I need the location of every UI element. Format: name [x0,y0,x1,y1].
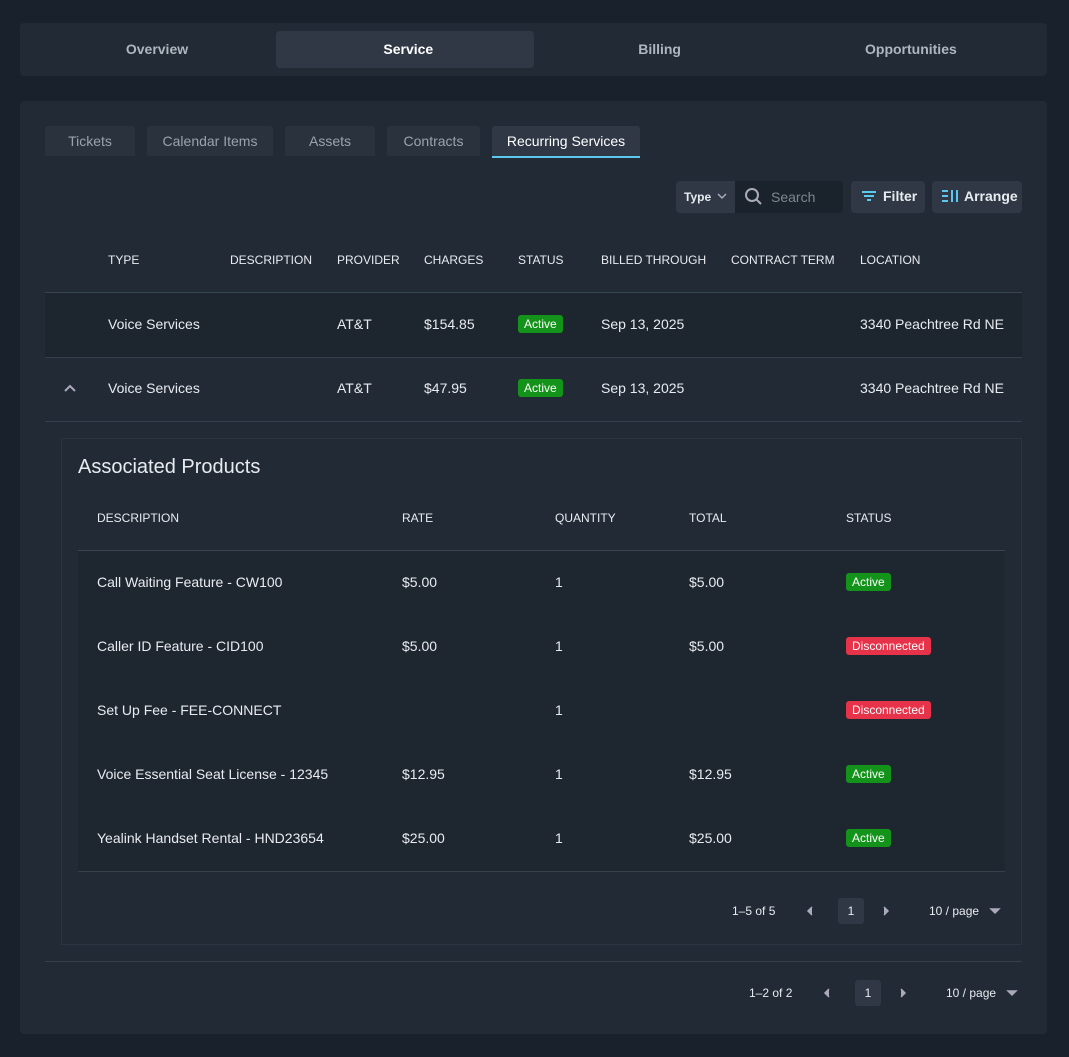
nav-tab[interactable]: Opportunities [865,41,957,57]
footer-line [45,961,1022,962]
nav-tab[interactable]: Billing [638,41,681,57]
cell: $12.95 [689,766,732,782]
column-header: LOCATION [860,253,921,267]
cell: $12.95 [402,766,445,782]
type-select[interactable] [676,181,735,213]
status-badge: Active [518,379,563,397]
cell: Voice Essential Seat License - 12345 [97,766,329,782]
filter-label: Filter [883,188,918,204]
pager-page[interactable]: 1 [864,986,872,1000]
active-tab-bg [276,31,534,68]
cell: 3340 Peachtree Rd NE [860,380,1004,396]
status-badge: Active [518,315,563,333]
row-line [45,357,1022,358]
sub-tab[interactable] [492,126,640,158]
sub-tab-label: Assets [308,133,351,149]
cell: Sep 13, 2025 [601,316,685,332]
cell: 1 [555,574,563,590]
pager-size[interactable]: 10 / page [946,986,997,1000]
search-icon [755,198,762,205]
sub-tab[interactable] [387,126,480,156]
cell: Voice Services [108,316,200,332]
pager-page[interactable]: 1 [847,904,855,918]
cell: $5.00 [689,574,725,590]
cell: Sep 13, 2025 [601,380,685,396]
cell: AT&T [337,380,372,396]
cell: 1 [555,766,563,782]
nav-tab[interactable]: Service [383,41,434,57]
column-header: TOTAL [689,511,727,525]
column-header: DESCRIPTION [230,253,313,267]
column-header: STATUS [518,253,564,267]
status-badge: Active [846,765,891,783]
cell: Yealink Handset Rental - HND23654 [97,830,324,846]
cell: $25.00 [689,830,732,846]
cell: $5.00 [689,638,725,654]
sub-tab-label: Contracts [403,133,464,149]
filter-icon [862,191,876,201]
pager-icons[interactable] [823,988,1018,998]
column-header: QUANTITY [555,511,616,525]
cell: Call Waiting Feature - CW100 [97,574,283,590]
column-header: CHARGES [424,253,484,267]
status-badge: Active [846,829,891,847]
column-header: CONTRACT TERM [731,253,835,267]
cell: Voice Services [108,380,200,396]
collapse-icon[interactable] [64,384,76,392]
cell: $25.00 [402,830,445,846]
arrange-label: Arrange [964,188,1018,204]
status-badge: Disconnected [846,637,931,655]
sub-tab[interactable] [45,126,135,156]
arrange-icon [942,190,958,202]
header-line [78,550,1005,551]
filter-button[interactable] [851,181,925,213]
cell: $47.95 [424,380,467,396]
column-header: STATUS [846,511,892,525]
row-line [45,421,1022,422]
column-header: DESCRIPTION [97,511,180,525]
nav-tab[interactable]: Overview [125,41,189,57]
column-header: BILLED THROUGH [601,253,707,267]
nested-panel [61,438,1022,945]
cell: 1 [555,830,563,846]
pager-page-bg [855,980,881,1006]
products-title: Associated Products [78,456,261,478]
sub-tab-label: Tickets [68,133,112,149]
chevron [717,193,727,200]
column-header: TYPE [108,253,140,267]
cell: AT&T [337,316,372,332]
sub-tab-label: Calendar Items [162,133,258,149]
cell: Set Up Fee - FEE-CONNECT [97,702,282,718]
status-badge: Disconnected [846,701,931,719]
pager-page-bg [838,898,864,924]
pager-size[interactable]: 10 / page [929,904,980,918]
cell: 3340 Peachtree Rd NE [860,316,1004,332]
cell: 1 [555,702,563,718]
cell: Caller ID Feature - CID100 [97,638,264,654]
pager-range: 1–5 of 5 [732,904,776,918]
type-label: Type [684,190,712,204]
search-icon [745,188,759,202]
cell: $5.00 [402,574,438,590]
column-header: PROVIDER [337,253,400,267]
pager-icons[interactable] [806,906,1001,916]
cell: $154.85 [424,316,475,332]
sub-tab[interactable] [147,126,273,156]
status-badge: Active [846,573,891,591]
search-placeholder: Search [771,189,816,205]
sub-tab-label: Recurring Services [506,133,626,149]
header-line [45,292,1022,293]
row-line [78,871,1005,872]
column-header: RATE [402,511,434,525]
pager-range: 1–2 of 2 [749,986,793,1000]
cell: $5.00 [402,638,438,654]
cell: 1 [555,638,563,654]
sub-tab[interactable] [285,126,375,156]
